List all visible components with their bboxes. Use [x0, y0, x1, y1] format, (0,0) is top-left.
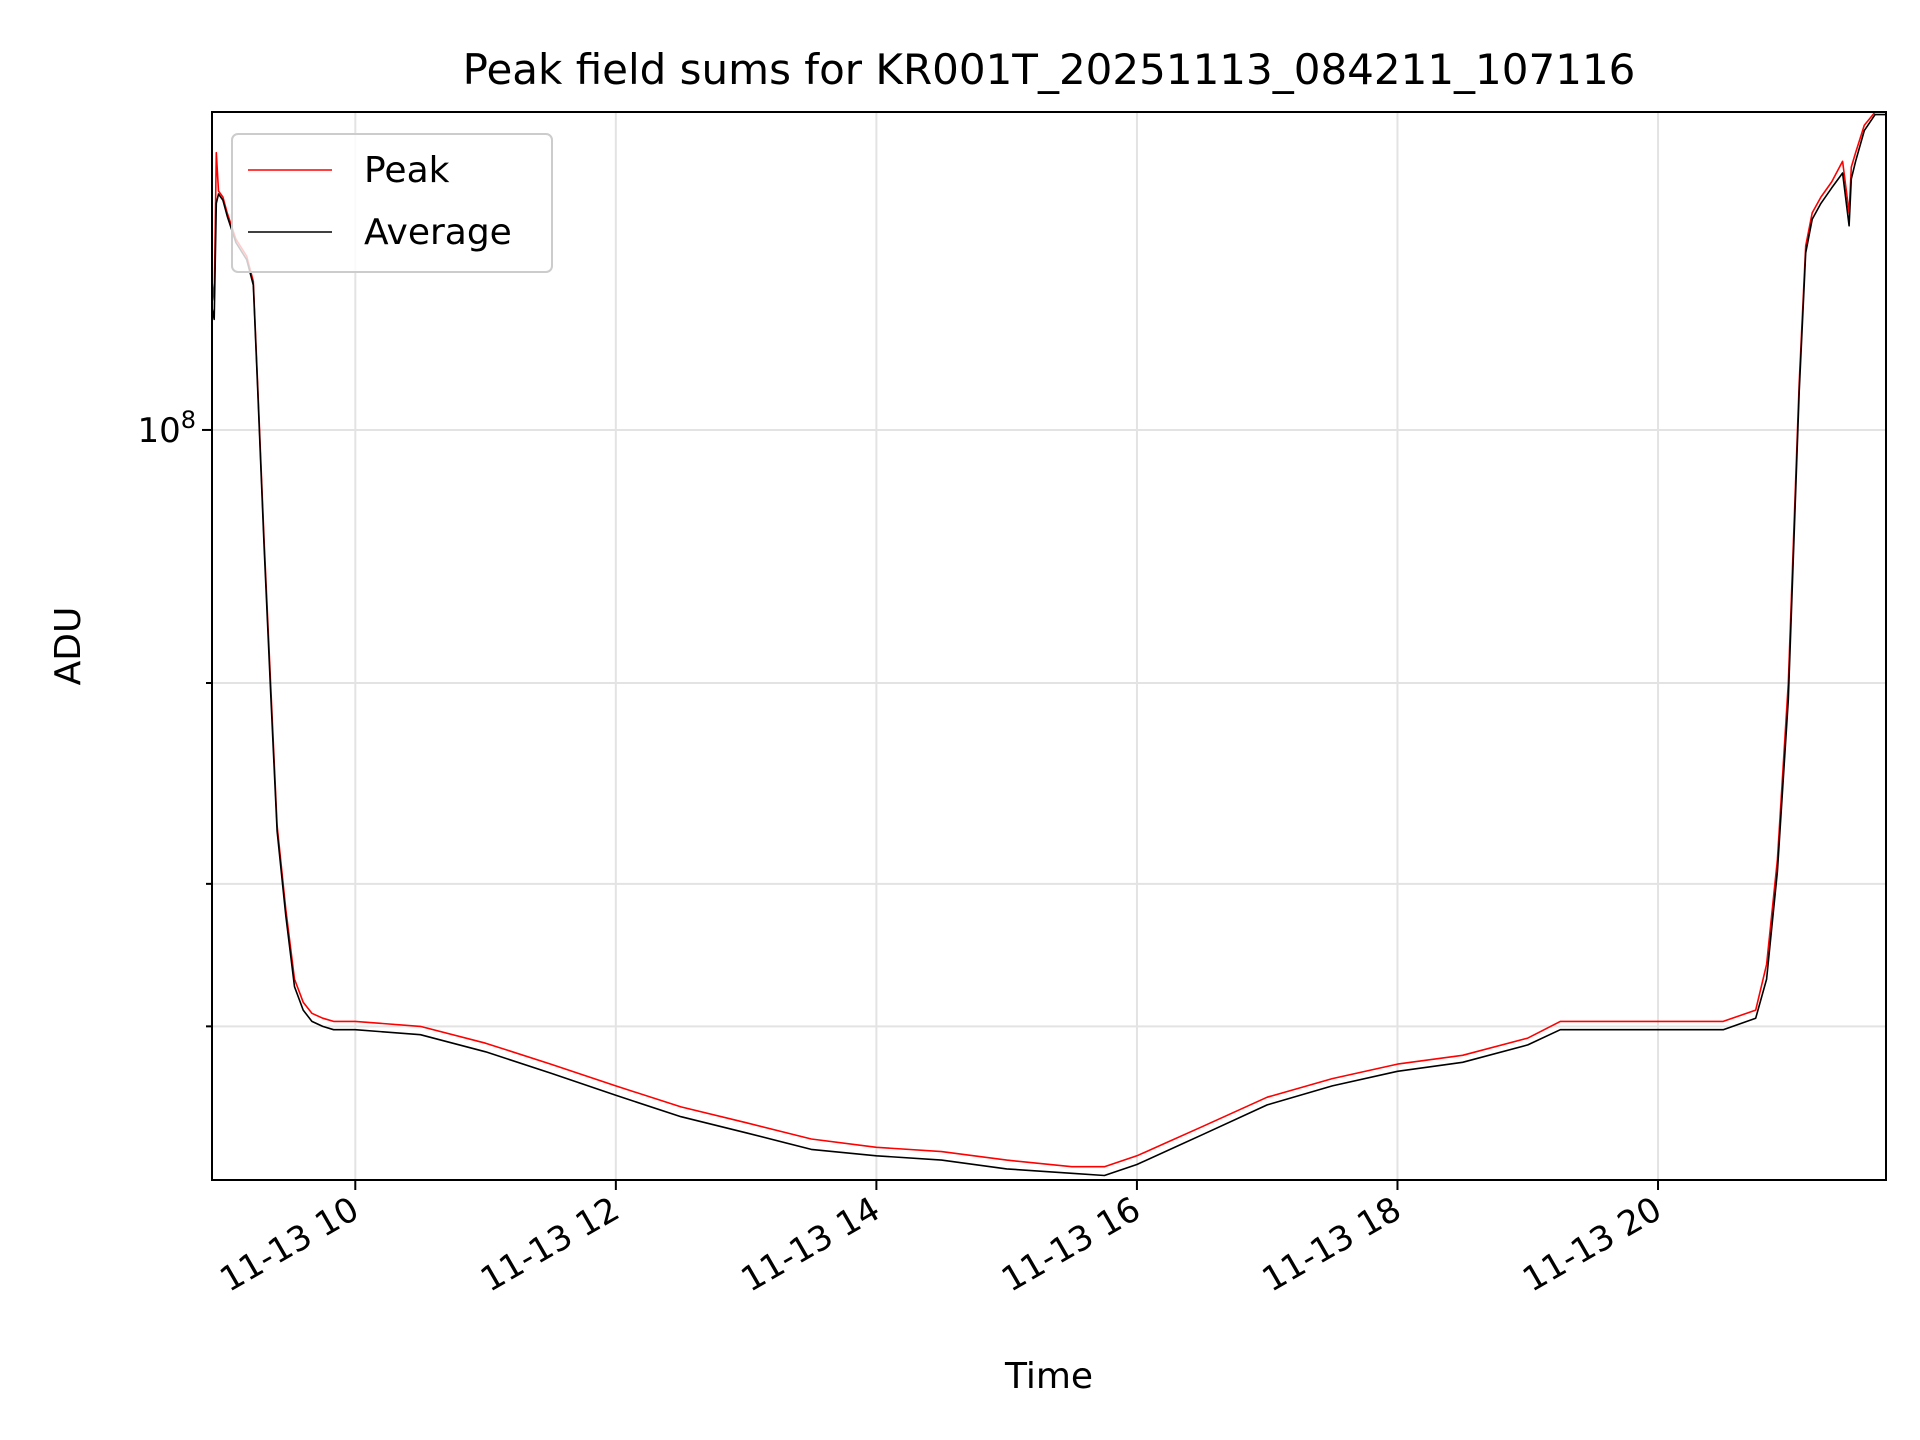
series-group	[211, 111, 1886, 1177]
y-axis-label: ADU	[48, 607, 89, 686]
chart-title: Peak field sums for KR001T_20251113_0842…	[463, 45, 1636, 94]
series-line-average	[211, 113, 1886, 1177]
legend-label-peak: Peak	[364, 150, 450, 191]
plot-frame	[211, 111, 1887, 1181]
legend: Peak Average	[231, 133, 553, 273]
legend-label-average: Average	[364, 212, 512, 253]
grid	[212, 112, 1886, 1180]
legend-box	[231, 133, 553, 273]
x-axis-label: Time	[1004, 1356, 1093, 1397]
y-tick-label: 108	[137, 406, 196, 451]
